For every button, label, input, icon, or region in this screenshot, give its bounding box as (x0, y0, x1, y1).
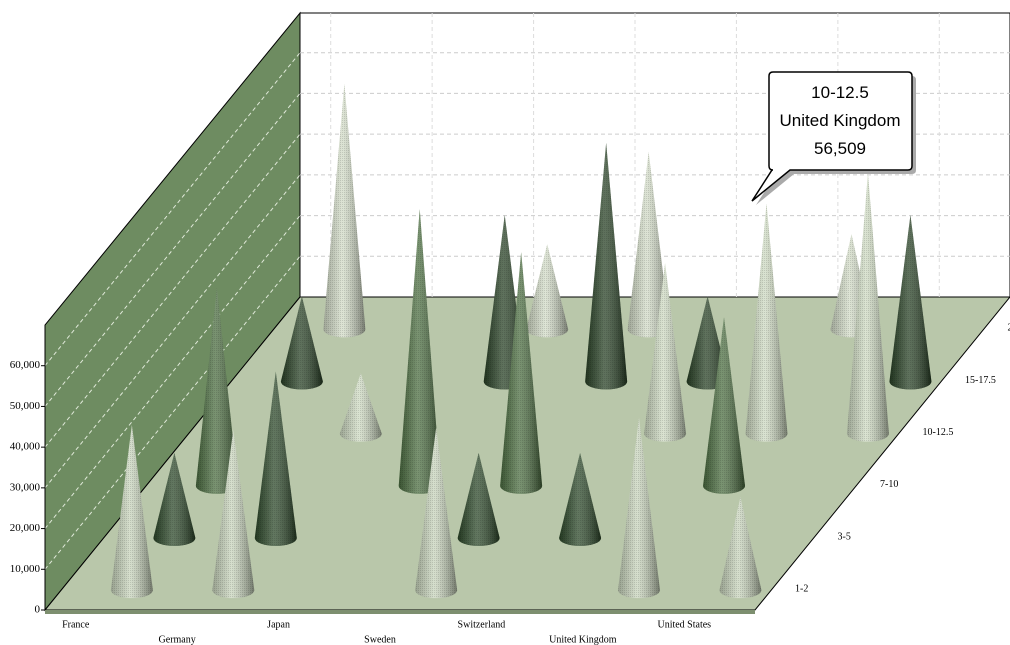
cone-texture (195, 287, 238, 494)
legend-label: 10-12.5 (923, 427, 954, 438)
cone-texture (280, 296, 323, 390)
legend-label: 1-2 (795, 583, 808, 594)
cone-texture (526, 244, 569, 338)
grid-line (44, 133, 301, 448)
y-tick-label: 20,000 (10, 522, 41, 534)
tooltip: 10-12.5 United Kingdom 56,509 (751, 71, 916, 205)
grid-line (44, 52, 301, 367)
cone-texture (339, 373, 382, 442)
cone-texture (585, 142, 628, 390)
cone-texture (703, 317, 746, 494)
legend-label: 3-5 (838, 531, 851, 542)
y-tick-label: 10,000 (10, 563, 41, 575)
cone-texture (644, 263, 687, 442)
cone-texture (254, 371, 297, 547)
y-tick-label: 30,000 (10, 481, 41, 493)
legend-label: 7-10 (880, 479, 898, 490)
cone-texture (398, 208, 441, 494)
legend-label: 15-17.5 (965, 375, 996, 386)
x-tick-label: United States (657, 619, 711, 630)
tooltip-value: 56,509 (814, 139, 866, 158)
cone-texture (457, 452, 500, 547)
cone-texture (627, 151, 670, 338)
grid-line (44, 255, 301, 570)
x-tick-label: Japan (267, 619, 290, 630)
cone-texture (618, 417, 661, 599)
cone-texture (846, 173, 889, 442)
cone-texture (153, 452, 196, 547)
cone-texture (745, 203, 788, 442)
legend-label: 20-2 (1008, 323, 1010, 334)
cone-texture (719, 496, 762, 599)
x-tick-label: Switzerland (458, 619, 506, 630)
tooltip-box (751, 71, 913, 202)
cone-texture (889, 214, 932, 390)
y-tick-label: 60,000 (10, 359, 41, 371)
grid-line (44, 93, 301, 407)
cone-texture (212, 429, 255, 599)
tooltip-series: 10-12.5 (811, 83, 869, 102)
y-tick-label: 50,000 (10, 400, 41, 412)
cone-texture (415, 427, 458, 599)
cone-texture (323, 83, 366, 338)
tooltip-category: United Kingdom (780, 111, 901, 130)
x-tick-label: United Kingdom (549, 634, 617, 645)
x-tick-label: France (62, 619, 90, 630)
y-tick-label: 0 (35, 604, 41, 616)
floor-edge (45, 610, 755, 614)
cone-texture (110, 424, 153, 599)
x-tick-label: Sweden (364, 634, 396, 645)
grid-line (44, 174, 301, 489)
grid-line (44, 215, 301, 529)
y-tick-label: 40,000 (10, 441, 41, 453)
cone-texture (500, 252, 543, 494)
x-tick-label: Germany (159, 634, 196, 645)
cone-texture (559, 452, 602, 547)
